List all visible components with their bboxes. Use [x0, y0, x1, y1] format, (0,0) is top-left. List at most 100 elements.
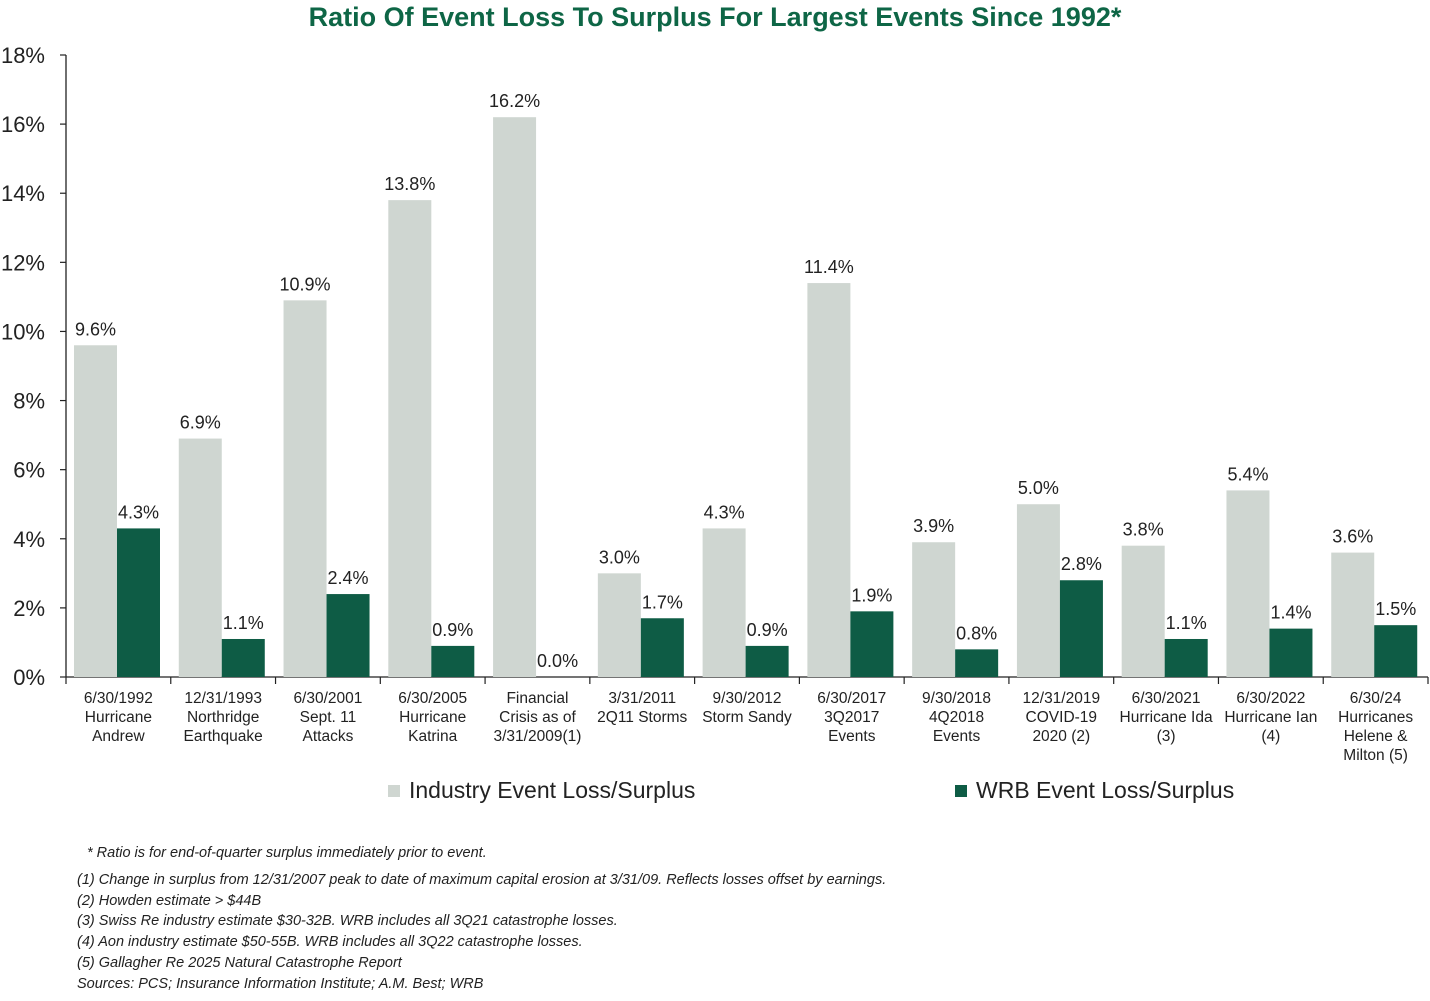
industry-bar	[178, 438, 222, 677]
x-category-label-line: Sept. 11	[300, 709, 357, 726]
wrb-bar	[640, 618, 684, 677]
industry-data-label: 6.9%	[180, 413, 221, 433]
x-category-label: 3/31/2011 2Q11 Storms	[597, 690, 687, 726]
wrb-data-label: 1.9%	[851, 585, 892, 605]
x-category-label-line: Katrina	[408, 728, 457, 745]
footnote-5: (5) Gallagher Re 2025 Natural Catastroph…	[77, 954, 402, 971]
industry-bar	[1226, 490, 1270, 677]
x-category-label-line: 6/30/24	[1350, 690, 1402, 707]
x-category-label: 6/30/2017 3Q2017 Events	[817, 690, 886, 745]
x-category-label: 6/30/1992 Hurricane Andrew	[84, 690, 153, 745]
y-tick-label: 0%	[13, 665, 45, 690]
x-category-label-line: Helene &	[1344, 728, 1408, 745]
wrb-bar	[1059, 580, 1103, 677]
x-category-label: 6/30/2022 Hurricane Ian (4)	[1224, 690, 1317, 745]
x-category-label-line: Milton (5)	[1343, 747, 1408, 764]
wrb-data-label: 0.8%	[956, 623, 997, 643]
x-category-label-line: Hurricane	[85, 709, 152, 726]
wrb-bar	[850, 611, 894, 677]
x-category-label: 9/30/2018 4Q2018 Events	[922, 690, 991, 745]
wrb-bar	[326, 594, 370, 677]
x-category-label-line: Hurricane Ian	[1224, 709, 1317, 726]
y-tick-label: 14%	[1, 181, 45, 206]
x-category-label: 12/31/2019 COVID-19 2020 (2)	[1023, 690, 1101, 745]
industry-bar	[1331, 552, 1375, 677]
industry-bar	[388, 200, 432, 677]
x-category-label-line: Hurricane Ida	[1120, 709, 1213, 726]
y-tick-label: 2%	[13, 596, 45, 621]
x-category-label: 9/30/2012 Storm Sandy	[702, 690, 792, 726]
x-category-label-line: Hurricane	[399, 709, 466, 726]
x-category-label-line: 3/31/2009(1)	[494, 728, 582, 745]
x-category-label-line: 4Q2018	[929, 709, 984, 726]
x-category-label-line: 9/30/2012	[713, 690, 782, 707]
industry-data-label: 9.6%	[75, 319, 116, 339]
industry-bar	[807, 283, 851, 677]
industry-data-label: 10.9%	[280, 274, 331, 294]
wrb-data-label: 0.0%	[537, 651, 578, 671]
industry-bar	[912, 542, 956, 677]
wrb-data-label: 2.4%	[328, 568, 369, 588]
y-tick-label: 8%	[13, 389, 45, 414]
footnote-2: (2) Howden estimate > $44B	[77, 892, 262, 909]
x-category-label-line: 6/30/2001	[293, 690, 362, 707]
y-tick-label: 10%	[1, 319, 45, 344]
x-category-label-line: Crisis as of	[499, 709, 576, 726]
x-category-label-line: Events	[933, 728, 981, 745]
x-category-label-line: 2020 (2)	[1032, 728, 1090, 745]
industry-data-label: 3.6%	[1332, 527, 1373, 547]
industry-data-label: 4.3%	[704, 502, 745, 522]
industry-data-label: 16.2%	[489, 91, 540, 111]
wrb-bar	[955, 649, 999, 677]
y-tick-label: 18%	[1, 43, 45, 68]
footnote-1: (1) Change in surplus from 12/31/2007 pe…	[77, 871, 887, 888]
x-category-label: 6/30/2021 Hurricane Ida (3)	[1120, 690, 1213, 745]
y-tick-label: 4%	[13, 527, 45, 552]
x-category-label-line: 6/30/2022	[1236, 690, 1305, 707]
bar-chart: 0% 2% 4% 6% 8% 10% 12% 14% 16% 18% 9.6% 4.3% 6/30/19…	[1, 43, 1429, 764]
wrb-data-label: 0.9%	[747, 620, 788, 640]
x-category-label-line: Northridge	[187, 709, 259, 726]
x-category-label-line: (3)	[1157, 728, 1176, 745]
industry-bar	[74, 345, 117, 677]
legend-swatch-industry	[388, 784, 400, 797]
industry-data-label: 3.9%	[913, 516, 954, 536]
wrb-bar	[1374, 625, 1418, 677]
x-category-label-line: Events	[828, 728, 876, 745]
wrb-bar	[1164, 638, 1208, 677]
footnote-4: (4) Aon industry estimate $50-55B. WRB i…	[77, 934, 583, 951]
x-category-label-line: Attacks	[303, 728, 354, 745]
y-tick-label: 6%	[13, 458, 45, 483]
x-category-label-line: 9/30/2018	[922, 690, 991, 707]
x-category-label: 12/31/1993 Northridge Earthquake	[184, 690, 263, 745]
x-category-label: Financial Crisis as of 3/31/2009(1)	[494, 690, 582, 745]
chart-title: Ratio Of Event Loss To Surplus For Large…	[308, 2, 1122, 32]
y-tick-label: 12%	[1, 250, 45, 275]
wrb-data-label: 1.1%	[223, 613, 264, 633]
x-category-label-line: 6/30/2017	[817, 690, 886, 707]
legend-label-wrb: WRB Event Loss/Surplus	[976, 777, 1235, 803]
industry-bar	[702, 528, 746, 677]
wrb-data-label: 4.3%	[118, 502, 159, 522]
wrb-data-label: 1.1%	[1166, 613, 1207, 633]
legend-swatch-wrb	[955, 784, 967, 797]
x-category-label-line: 6/30/2021	[1132, 690, 1201, 707]
wrb-data-label: 1.4%	[1270, 603, 1311, 623]
x-category-label-line: (4)	[1261, 728, 1280, 745]
wrb-data-label: 1.7%	[642, 592, 683, 612]
industry-data-label: 5.0%	[1018, 478, 1059, 498]
x-category-label-line: Earthquake	[184, 728, 263, 745]
x-category-label-line: Storm Sandy	[702, 709, 792, 726]
footnote-sources: Sources: PCS; Insurance Information Inst…	[77, 975, 484, 992]
industry-data-label: 3.8%	[1123, 520, 1164, 540]
footnote-3: (3) Swiss Re industry estimate $30-32B. …	[77, 913, 618, 930]
x-category-label: 6/30/24 Hurricanes Helene & Milton (5)	[1338, 690, 1413, 764]
wrb-data-label: 0.9%	[432, 620, 473, 640]
x-category-label: 6/30/2005 Hurricane Katrina	[398, 690, 467, 745]
x-category-label-line: 6/30/2005	[398, 690, 467, 707]
x-category-label-line: Andrew	[92, 728, 145, 745]
industry-bar	[283, 300, 327, 677]
wrb-data-label: 1.5%	[1375, 599, 1416, 619]
industry-bar	[493, 117, 537, 677]
industry-data-label: 13.8%	[384, 174, 435, 194]
